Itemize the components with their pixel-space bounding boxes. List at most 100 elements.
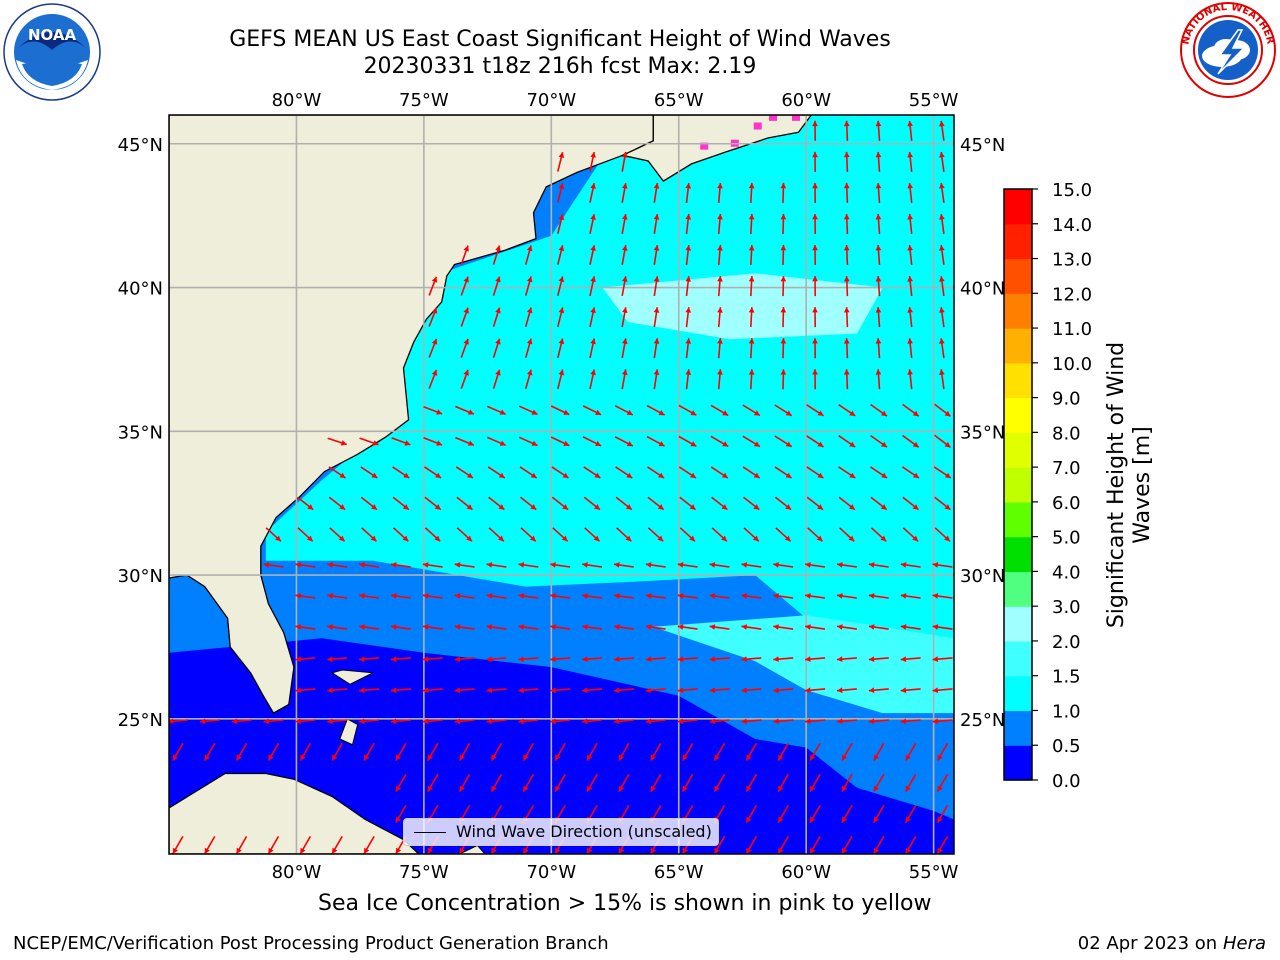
- wave-direction-arrow: [519, 466, 538, 479]
- wave-direction-arrow: [492, 369, 501, 390]
- wave-direction-arrow: [427, 742, 439, 762]
- wave-direction-arrow: [363, 742, 375, 762]
- wave-direction-arrow: [392, 466, 410, 479]
- wave-direction-arrow: [709, 687, 730, 694]
- wave-direction-arrow: [939, 120, 945, 141]
- wave-direction-arrow: [682, 742, 694, 762]
- wave-direction-arrow: [748, 276, 755, 297]
- wave-direction-arrow: [875, 151, 882, 172]
- hispaniola-land: [459, 844, 486, 854]
- wave-direction-arrow: [745, 835, 758, 854]
- wave-direction-arrow: [812, 338, 818, 359]
- left-lat-tick-label: 40°N: [118, 279, 163, 300]
- wave-direction-arrow: [902, 496, 919, 511]
- wave-direction-arrow: [780, 213, 787, 235]
- wave-direction-arrow: [327, 687, 348, 694]
- colorbar-tick-label: 1.0: [1052, 701, 1081, 722]
- wave-direction-arrow: [295, 624, 316, 630]
- colorbar-tick-label: 6.0: [1052, 493, 1081, 514]
- wave-direction-arrow: [775, 527, 792, 542]
- wave-direction-arrow: [583, 466, 601, 479]
- wave-direction-arrow: [454, 562, 475, 568]
- sea-ice-patch: [700, 142, 709, 150]
- wave-direction-arrow: [486, 656, 507, 662]
- wave-direction-arrow: [841, 804, 853, 824]
- wave-direction-arrow: [583, 496, 601, 511]
- wave-direction-arrow: [621, 151, 628, 172]
- wave-direction-arrow: [492, 338, 501, 358]
- wave-direction-arrow: [653, 244, 660, 266]
- right-lat-tick-label: 30°N: [960, 566, 1005, 587]
- wave-direction-arrow: [613, 687, 634, 694]
- wave-direction-arrow: [390, 656, 411, 662]
- wave-direction-arrow: [741, 687, 762, 694]
- wave-direction-arrow: [614, 404, 634, 416]
- colorbar-segment: [1004, 745, 1032, 781]
- wave-direction-arrow: [685, 276, 692, 297]
- wave-direction-arrow: [812, 151, 818, 172]
- wave-direction-arrow: [682, 773, 694, 793]
- wave-height-field: [169, 115, 954, 854]
- wave-direction-arrow: [748, 245, 755, 266]
- wave-direction-arrow: [748, 369, 755, 390]
- wave-direction-arrow: [780, 276, 787, 297]
- wave-direction-arrow: [486, 405, 507, 416]
- wave-direction-arrow: [524, 369, 533, 390]
- wave-direction-arrow: [422, 562, 443, 568]
- wave-direction-arrow: [806, 404, 824, 417]
- wave-direction-arrow: [868, 562, 889, 568]
- wave-direction-arrow: [717, 245, 723, 266]
- wave-direction-arrow: [424, 466, 442, 479]
- wave-direction-arrow: [907, 120, 913, 141]
- bottom-lon-tick-label: 75°W: [399, 862, 449, 883]
- wave-direction-arrow: [390, 624, 411, 630]
- colorbar-title-line1: Significant Height of Wind: [1104, 341, 1129, 629]
- wave-direction-arrow: [327, 656, 348, 662]
- colorbar-tick-label: 9.0: [1052, 389, 1081, 410]
- wave-direction-arrow: [843, 182, 850, 203]
- wave-direction-arrow: [557, 338, 565, 359]
- wave-direction-arrow: [621, 307, 628, 328]
- wave-direction-arrow: [613, 718, 634, 725]
- wave-direction-arrow: [939, 244, 945, 266]
- wave-direction-arrow: [327, 437, 347, 446]
- wave-direction-arrow: [780, 182, 787, 203]
- map-legend: Wind Wave Direction (unscaled): [403, 818, 719, 846]
- left-lat-tick-label: 45°N: [118, 135, 163, 156]
- footer-machine: Hera: [1222, 933, 1266, 954]
- wave-direction-arrow: [678, 435, 697, 447]
- wave-direction-arrow: [742, 404, 761, 417]
- wave-direction-arrow: [331, 742, 343, 762]
- bahamas-island: [330, 669, 375, 685]
- wave-direction-arrow: [809, 804, 821, 824]
- wave-direction-arrow: [618, 742, 630, 762]
- wave-direction-arrow: [613, 562, 634, 568]
- wave-direction-arrow: [455, 405, 475, 415]
- wave-direction-arrow: [685, 307, 692, 328]
- colorbar-segment: [1004, 571, 1032, 607]
- wave-direction-arrow: [621, 338, 628, 359]
- andros-island: [339, 718, 359, 746]
- legend-line-swatch: [414, 832, 446, 833]
- wave-direction-arrow: [875, 369, 882, 390]
- colorbar-tick-label: 14.0: [1052, 215, 1092, 236]
- wave-direction-arrow: [422, 624, 443, 630]
- wave-direction-arrow: [392, 527, 409, 542]
- colorbar-segment: [1004, 293, 1032, 329]
- wave-direction-arrow: [557, 245, 565, 265]
- wave-direction-arrow: [843, 276, 850, 297]
- wave-direction-arrow: [582, 624, 603, 630]
- wave-direction-arrow: [838, 496, 856, 511]
- colorbar-tick-label: 11.0: [1052, 319, 1092, 340]
- wave-direction-arrow: [932, 562, 953, 568]
- wave-direction-arrow: [905, 773, 917, 793]
- wave-direction-arrow: [586, 742, 598, 762]
- wave-direction-arrow: [743, 527, 760, 542]
- wave-direction-arrow: [359, 656, 380, 662]
- wave-direction-arrow: [361, 527, 378, 542]
- wave-direction-arrow: [677, 656, 698, 662]
- wave-direction-arrow: [204, 835, 216, 854]
- wave-direction-arrow: [550, 687, 571, 694]
- wave-direction-arrow: [774, 404, 793, 417]
- right-lat-tick-label: 35°N: [960, 422, 1005, 443]
